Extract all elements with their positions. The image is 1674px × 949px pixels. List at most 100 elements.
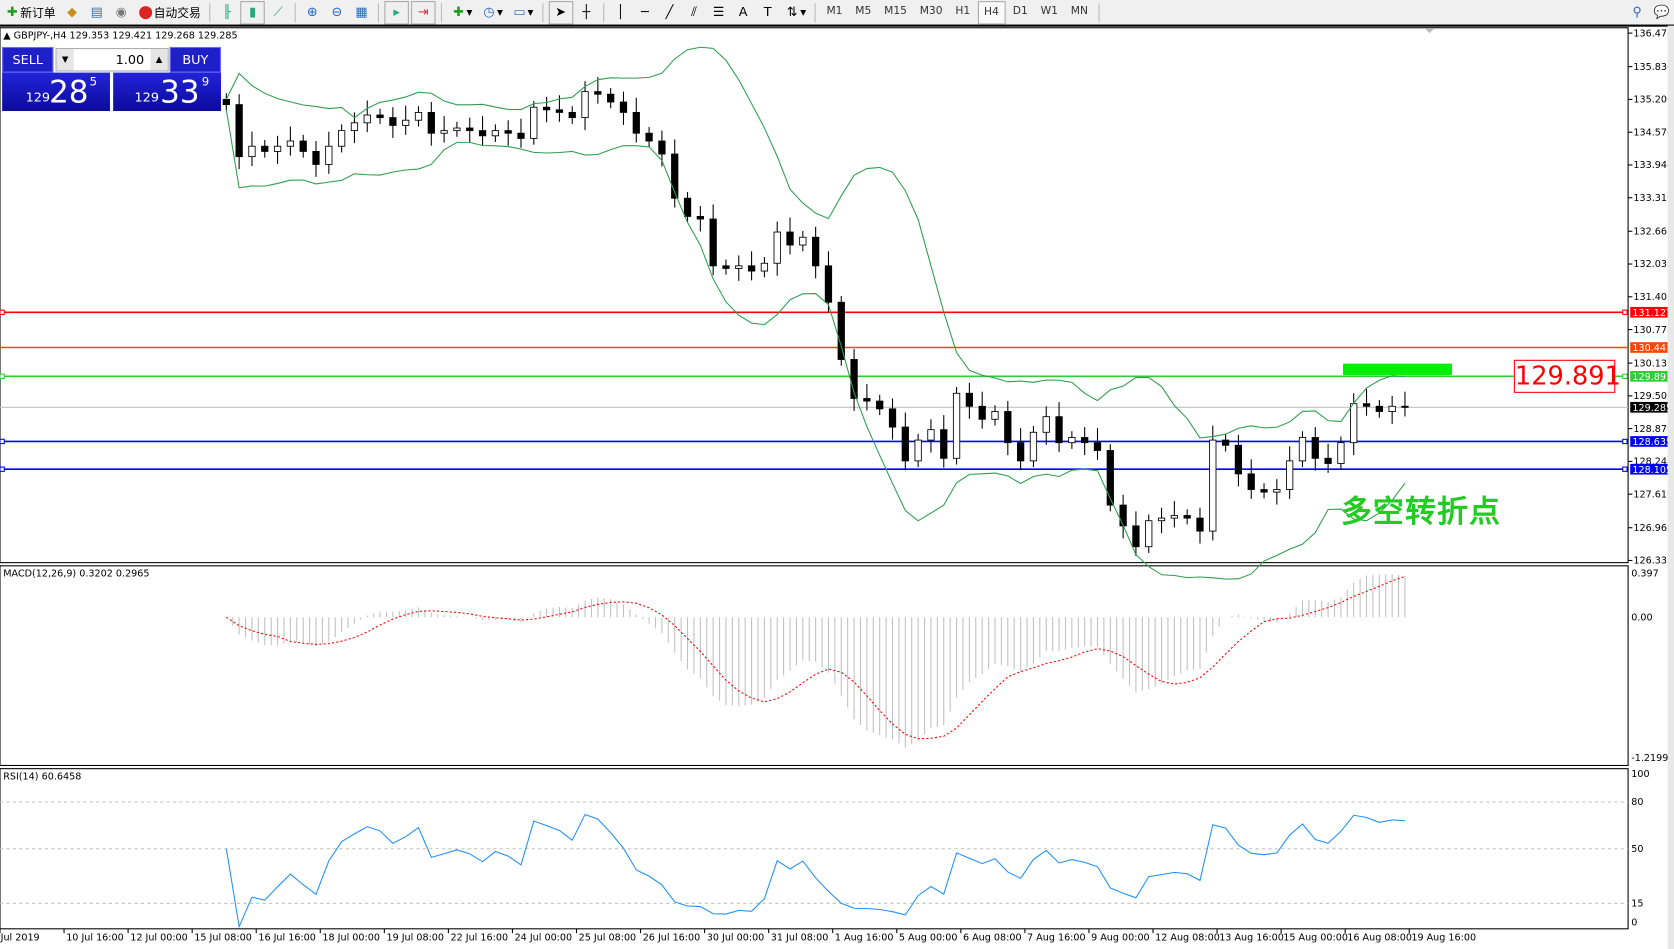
- price-axis-label: 132.035: [1633, 259, 1673, 270]
- volume-down-icon[interactable]: ▼: [56, 49, 74, 71]
- zoom-out-button[interactable]: ⊖: [326, 2, 348, 23]
- crosshair-icon: ┼: [582, 4, 591, 20]
- line-anchor: [1622, 438, 1628, 445]
- price-axis-label: 135.200: [1633, 95, 1673, 106]
- timeframe-h4[interactable]: H4: [977, 0, 1006, 25]
- line-anchor: [0, 466, 5, 472]
- one-click-trading-panel: SELL ▼ 1.00 ▲ BUY 129 28 5 129 33 9: [2, 46, 221, 112]
- price-tag-bg: [1630, 370, 1671, 382]
- price-axis-label: 127.610: [1633, 489, 1673, 500]
- text-label-button[interactable]: T: [756, 2, 778, 23]
- search-button[interactable]: ⚲: [1626, 2, 1648, 23]
- timeframe-m1[interactable]: M1: [826, 5, 843, 18]
- candle: [542, 106, 551, 111]
- templates-button[interactable]: ▭ ▾: [513, 4, 534, 20]
- zoom-out-icon: ⊖: [331, 4, 343, 20]
- chart-shift-marker: [1425, 28, 1434, 34]
- price-tag-131.127: 131.127: [1632, 308, 1672, 319]
- price-tag-129.285: 129.285: [1632, 403, 1672, 414]
- market-watch-button[interactable]: ◆: [61, 2, 83, 23]
- price-tag-128.105: 128.105: [1632, 465, 1672, 476]
- autoscroll-button[interactable]: ⇥: [411, 0, 436, 25]
- price-tag-128.635: 128.635: [1632, 437, 1672, 448]
- candle: [402, 119, 410, 126]
- chat-button[interactable]: 💬: [1651, 2, 1673, 23]
- periods-button[interactable]: ◷ ▾: [478, 2, 506, 23]
- candle: [1055, 416, 1063, 444]
- line-anchor: [0, 438, 5, 445]
- candle: [325, 145, 333, 165]
- signals-button[interactable]: ◉: [110, 2, 132, 23]
- candle: [440, 130, 448, 134]
- timeframe-m15[interactable]: M15: [884, 5, 907, 18]
- candle: [863, 398, 871, 402]
- vertical-line-button[interactable]: │: [609, 2, 631, 23]
- time-axis-label: 26 Jul 16:00: [643, 933, 701, 944]
- crosshair-button[interactable]: ┼: [575, 2, 597, 23]
- candlestick-button[interactable]: ▮: [240, 0, 265, 25]
- candle: [286, 140, 295, 147]
- line-chart-button[interactable]: ⟋: [267, 2, 289, 23]
- timeframe-d1[interactable]: D1: [1012, 5, 1028, 18]
- candle: [1388, 405, 1396, 412]
- candle: [1106, 450, 1114, 506]
- candle: [876, 400, 884, 410]
- indicators-button[interactable]: ✚ ▾: [447, 2, 475, 23]
- text-button[interactable]: A: [732, 2, 754, 23]
- timeframe-m30[interactable]: M30: [919, 5, 943, 18]
- tile-windows-button[interactable]: ▦: [350, 2, 372, 23]
- sell-button[interactable]: SELL: [2, 46, 54, 73]
- timeframe-h1[interactable]: H1: [955, 5, 971, 18]
- separator: [814, 2, 816, 22]
- navigator-button[interactable]: ▤: [85, 2, 107, 23]
- timeframe-mn[interactable]: MN: [1070, 5, 1088, 18]
- main-pane-frame: [0, 27, 1629, 564]
- arrows-button[interactable]: ⇅ ▾: [781, 2, 809, 23]
- candle: [312, 150, 320, 165]
- price-axis-label: 130.775: [1633, 325, 1673, 336]
- buy-price[interactable]: 129 33 9: [113, 72, 221, 112]
- equidistant-channel-button[interactable]: ⫽: [683, 2, 705, 23]
- line-anchor: [1622, 373, 1628, 379]
- auto-trading-button[interactable]: ⬤ 自动交易: [135, 2, 204, 23]
- price-axis-label: 136.475: [1633, 28, 1673, 39]
- zoom-in-button[interactable]: ⊕: [301, 2, 323, 23]
- bar-chart-button[interactable]: ╟: [216, 2, 238, 23]
- sell-price[interactable]: 129 28 5: [2, 72, 110, 112]
- volume-up-icon[interactable]: ▲: [150, 49, 168, 71]
- candle: [568, 111, 576, 119]
- candle: [1273, 489, 1281, 493]
- candle: [427, 111, 435, 134]
- sell-price-prefix: 129: [25, 89, 51, 105]
- rsi-axis-label: 100: [1631, 769, 1649, 780]
- candle: [888, 408, 897, 428]
- timeframe-bar: M1 M5 M15 M30 H1 H4 D1 W1 MN: [820, 0, 1094, 25]
- chart-shift-button[interactable]: ▸: [384, 0, 409, 25]
- scrollbar[interactable]: [1667, 25, 1674, 949]
- fibonacci-button[interactable]: ☰: [707, 2, 729, 23]
- candle: [273, 145, 282, 152]
- annotation-text[interactable]: 多空转折点: [1340, 493, 1502, 530]
- buy-button[interactable]: BUY: [169, 46, 221, 73]
- collapse-arrow-icon[interactable]: ▲: [3, 30, 14, 42]
- candle: [786, 231, 794, 246]
- trendline-button[interactable]: ╱: [658, 2, 680, 23]
- volume-field[interactable]: ▼ 1.00 ▲: [55, 48, 169, 72]
- candle: [1119, 504, 1127, 527]
- timeframe-w1[interactable]: W1: [1040, 5, 1058, 18]
- separator: [602, 2, 604, 22]
- time-axis-label: 10 Jul 16:00: [66, 933, 124, 944]
- horizontal-line-button[interactable]: ─: [634, 2, 656, 23]
- candle: [222, 98, 230, 106]
- cursor-button[interactable]: ➤: [548, 0, 573, 25]
- symbol-info: ▲ GBPJPY-,H4 129.353 129.421 129.268 129…: [3, 31, 237, 42]
- macd-axis-label: 0.397: [1631, 569, 1658, 580]
- new-order-button[interactable]: ✚ 新订单: [1, 2, 59, 23]
- price-label-box[interactable]: 129.891: [1513, 359, 1621, 393]
- timeframe-m5[interactable]: M5: [855, 5, 872, 18]
- time-axis-label: 16 Jul 16:00: [258, 933, 316, 944]
- toolbar: ✚ 新订单 ◆ ▤ ◉ ⬤ 自动交易 ╟ ▮ ⟋ ⊕ ⊖ ▦ ▸ ⇥ ✚ ▾ ◷ ▾ ▭…: [0, 0, 1674, 27]
- separator: [440, 2, 442, 22]
